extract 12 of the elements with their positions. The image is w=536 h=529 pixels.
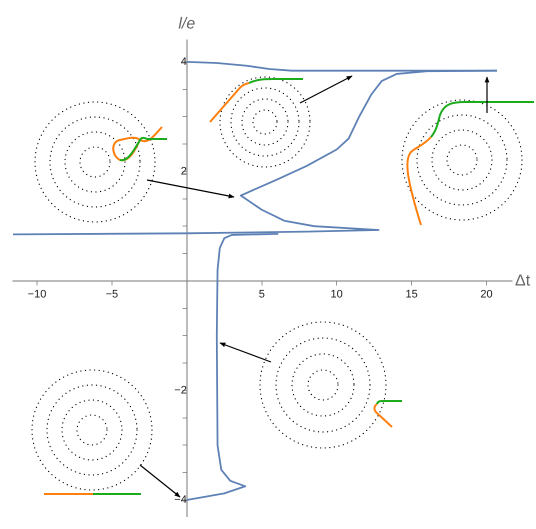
x-tick-label: 5 — [258, 288, 265, 301]
x-axis-title: Δt — [515, 272, 531, 290]
x-tick-label: 10 — [330, 288, 343, 301]
y-axis-title: l/e — [178, 15, 196, 32]
y-tick-label: 2 — [180, 165, 187, 178]
x-tick-label: −5 — [106, 288, 118, 301]
y-tick-label: 4 — [180, 56, 187, 68]
x-tick-label: 15 — [405, 288, 418, 301]
x-tick-label: −10 — [28, 288, 46, 301]
y-tick-label: −2 — [174, 384, 187, 396]
y-tick-label: −4 — [174, 494, 187, 506]
x-tick-label: 20 — [480, 288, 493, 301]
